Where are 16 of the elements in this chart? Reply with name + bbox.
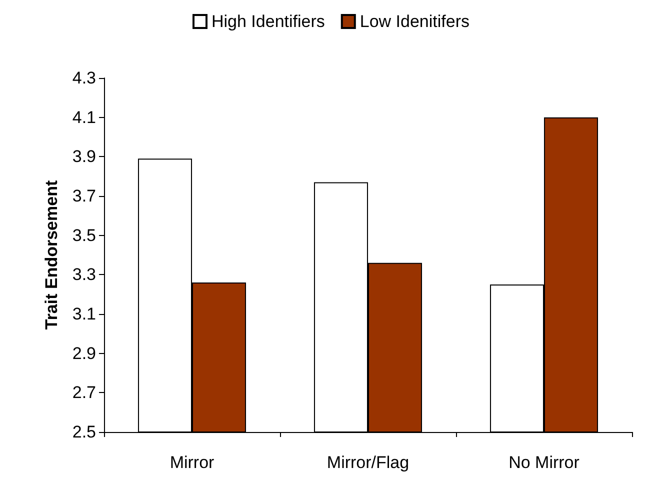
x-tick-label: Mirror	[170, 453, 215, 472]
y-tick-label: 4.3	[72, 68, 96, 88]
y-tick-label: 3.9	[72, 147, 96, 166]
legend-label: High Identifiers	[212, 12, 325, 31]
y-tick-label: 2.5	[72, 422, 96, 442]
x-tick-label: Mirror/Flag	[326, 453, 410, 472]
y-axis-title: Trait Endorsement	[42, 180, 61, 330]
y-tick-label: 3.1	[72, 304, 96, 324]
y-tick-label: 4.1	[72, 108, 96, 127]
legend-label: Low Idenitifers	[360, 12, 470, 31]
y-tick-label: 3.5	[72, 226, 96, 245]
y-tick-label: 3.7	[72, 186, 96, 206]
y-tick-label: 2.9	[72, 344, 96, 363]
y-tick-label: 3.3	[72, 265, 96, 284]
x-tick-label: No Mirror	[508, 453, 580, 472]
y-tick-label: 2.7	[72, 383, 96, 402]
